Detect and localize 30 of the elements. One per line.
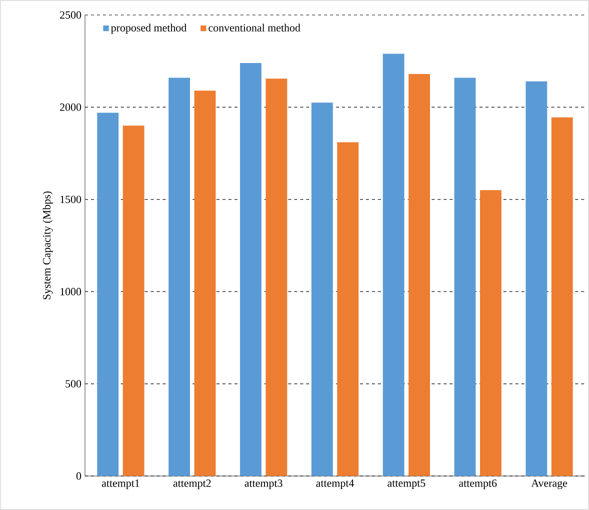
legend-label: conventional method (208, 24, 300, 32)
bar (454, 78, 476, 476)
x-tick-label: attempt2 (173, 480, 211, 490)
x-tick-label: attempt3 (244, 480, 282, 490)
x-tick-label: attempt5 (388, 480, 426, 490)
bar (382, 54, 404, 476)
bar (240, 62, 262, 476)
y-axis-title: System Capacity (Mbps) (42, 191, 53, 300)
bar (97, 112, 119, 476)
bar (551, 117, 573, 476)
legend-label: proposed method (111, 24, 187, 34)
x-tick-label: attempt1 (102, 480, 140, 490)
bar (266, 78, 288, 476)
bar (194, 90, 216, 476)
y-tick-label: 2000 (60, 104, 82, 111)
bar (408, 74, 430, 476)
y-tick-label: 500 (66, 380, 82, 388)
x-tick-label: attempt4 (316, 480, 354, 490)
bar (168, 78, 190, 476)
bar (122, 126, 144, 476)
x-tick-label: Average (531, 480, 568, 490)
bar (526, 81, 548, 476)
bar (337, 142, 359, 476)
y-tick-label: 2500 (60, 11, 82, 19)
bar (480, 190, 502, 476)
bar (311, 102, 333, 476)
y-tick-label: 1000 (60, 288, 82, 296)
y-tick-label: 0 (76, 472, 82, 480)
y-tick-label: 1500 (60, 196, 82, 204)
x-tick-label: attempt6 (459, 480, 497, 490)
